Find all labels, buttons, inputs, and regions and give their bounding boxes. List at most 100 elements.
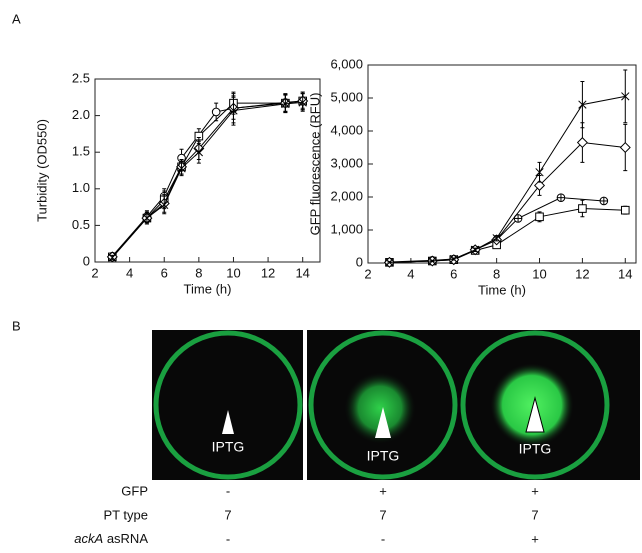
plate-label: IPTG	[212, 439, 245, 455]
marker-part	[578, 100, 587, 109]
marker-part	[535, 168, 544, 177]
marker-part	[619, 141, 631, 154]
y-tick-label: 0.5	[72, 217, 90, 232]
data-point	[535, 168, 544, 177]
y-tick-label: 2.0	[72, 107, 90, 122]
data-point	[556, 193, 566, 202]
plate-label: IPTG	[519, 441, 552, 457]
data-point	[471, 245, 480, 254]
cell: 7	[379, 507, 386, 522]
series-line	[389, 208, 626, 263]
data-point	[229, 106, 238, 115]
y-tick-label: 5,000	[330, 89, 363, 104]
plot-frame	[94, 78, 321, 263]
cell: +	[531, 531, 539, 546]
x-tick-label: 10	[226, 265, 240, 280]
y-tick-label: 0	[83, 253, 90, 268]
marker-part	[142, 213, 152, 223]
panel-label: B	[12, 318, 21, 333]
marker-part	[620, 205, 630, 215]
y-tick-label: 0	[356, 254, 363, 269]
series-line	[389, 197, 604, 263]
data-point	[576, 137, 588, 149]
data-point	[177, 164, 186, 173]
marker-part	[298, 98, 307, 107]
x-tick-label: 6	[450, 266, 457, 281]
y-tick-label: 2.5	[72, 70, 90, 85]
x-tick-label: 8	[493, 266, 500, 281]
data-point	[428, 256, 437, 266]
data-point	[492, 234, 501, 243]
data-point	[160, 200, 169, 210]
cell: -	[381, 531, 385, 546]
plate-label: IPTG	[367, 448, 400, 464]
plate-rim	[153, 330, 303, 480]
x-tick-label: 10	[532, 266, 546, 281]
y-tick-label: 6,000	[330, 56, 363, 71]
marker-part	[621, 92, 630, 101]
series-line	[389, 95, 626, 263]
data-point	[385, 258, 394, 267]
data-point	[211, 107, 221, 117]
marker-part	[160, 200, 169, 210]
plate-rim	[308, 330, 458, 480]
x-tick-label: 14	[618, 266, 632, 281]
data-point	[621, 92, 630, 101]
gfp-spot	[344, 372, 416, 444]
data-point	[281, 99, 290, 109]
cell: +	[379, 483, 387, 498]
data-point	[599, 196, 609, 206]
cell: -	[226, 483, 230, 498]
y-tick-label: 2,000	[330, 188, 363, 203]
series-line	[111, 100, 303, 257]
marker-part	[177, 164, 186, 173]
data-point	[620, 205, 630, 215]
marker-part	[471, 245, 480, 254]
x-tick-label: 12	[575, 266, 589, 281]
x-tick-label: 4	[407, 266, 414, 281]
data-point	[534, 179, 546, 191]
cell: -	[226, 531, 230, 546]
data-point	[194, 148, 203, 157]
x-tick-label: 12	[261, 265, 275, 280]
arrowhead	[525, 396, 545, 433]
data-point	[578, 100, 587, 109]
panel-label: A	[12, 11, 21, 26]
data-point	[449, 254, 458, 264]
table: GFP - + + PT type 7 7 7 ackA asRNA - - +	[74, 483, 539, 546]
x-tick-label: 14	[295, 265, 309, 280]
cell: +	[531, 483, 539, 498]
marker-part	[578, 204, 587, 213]
y-tick-label: 1,000	[330, 221, 363, 236]
marker-part	[108, 253, 117, 262]
x-tick-label: 2	[91, 265, 98, 280]
y-axis-title: GFP fluorescence (RFU)	[307, 93, 322, 236]
series-line	[111, 100, 303, 258]
row-label-italic: ackA	[74, 531, 103, 546]
gfp-spot	[490, 363, 574, 447]
marker-part	[576, 137, 588, 149]
marker-part	[449, 254, 458, 264]
cell: 7	[531, 507, 538, 522]
row-label: PT type	[103, 507, 148, 522]
marker-part	[194, 148, 203, 157]
y-axis-title: Turbidity (OD550)	[34, 119, 49, 222]
y-tick-label: 3,000	[330, 155, 363, 170]
cell: 7	[224, 507, 231, 522]
data-point	[619, 141, 631, 154]
x-axis-title: Time (h)	[184, 281, 232, 296]
y-tick-label: 1.5	[72, 144, 90, 159]
y-tick-label: 1.0	[72, 180, 90, 195]
series-line	[111, 101, 303, 258]
data-point	[298, 98, 307, 107]
x-tick-label: 6	[161, 265, 168, 280]
marker-part	[535, 212, 544, 222]
data-point	[108, 253, 117, 262]
marker-part	[492, 234, 501, 243]
x-tick-label: 2	[364, 266, 371, 281]
data-point	[578, 204, 587, 213]
marker-part	[428, 256, 437, 266]
marker-part	[534, 179, 546, 191]
marker-part	[385, 258, 394, 267]
